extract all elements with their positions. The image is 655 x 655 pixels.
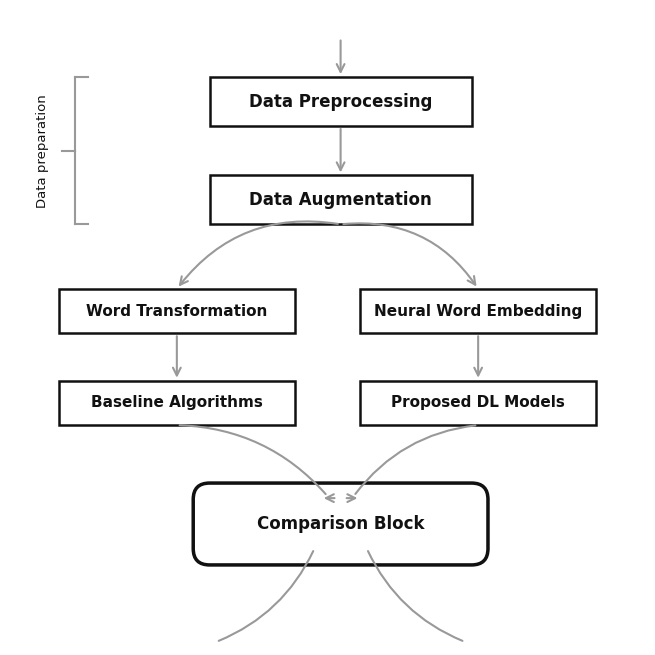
Text: Data Preprocessing: Data Preprocessing [249, 92, 432, 111]
Text: Data preparation: Data preparation [36, 94, 49, 208]
Text: Proposed DL Models: Proposed DL Models [391, 396, 565, 410]
Text: Comparison Block: Comparison Block [257, 515, 424, 533]
Bar [59, 289, 295, 333]
FancyBboxPatch shape [193, 483, 488, 565]
Bar [360, 381, 596, 425]
Bar [360, 289, 596, 333]
Text: Data Augmentation: Data Augmentation [249, 191, 432, 209]
Text: Baseline Algorithms: Baseline Algorithms [91, 396, 263, 410]
Text: Word Transformation: Word Transformation [86, 304, 267, 318]
Bar [210, 176, 472, 224]
Text: Neural Word Embedding: Neural Word Embedding [374, 304, 582, 318]
Bar [59, 381, 295, 425]
Bar [210, 77, 472, 126]
